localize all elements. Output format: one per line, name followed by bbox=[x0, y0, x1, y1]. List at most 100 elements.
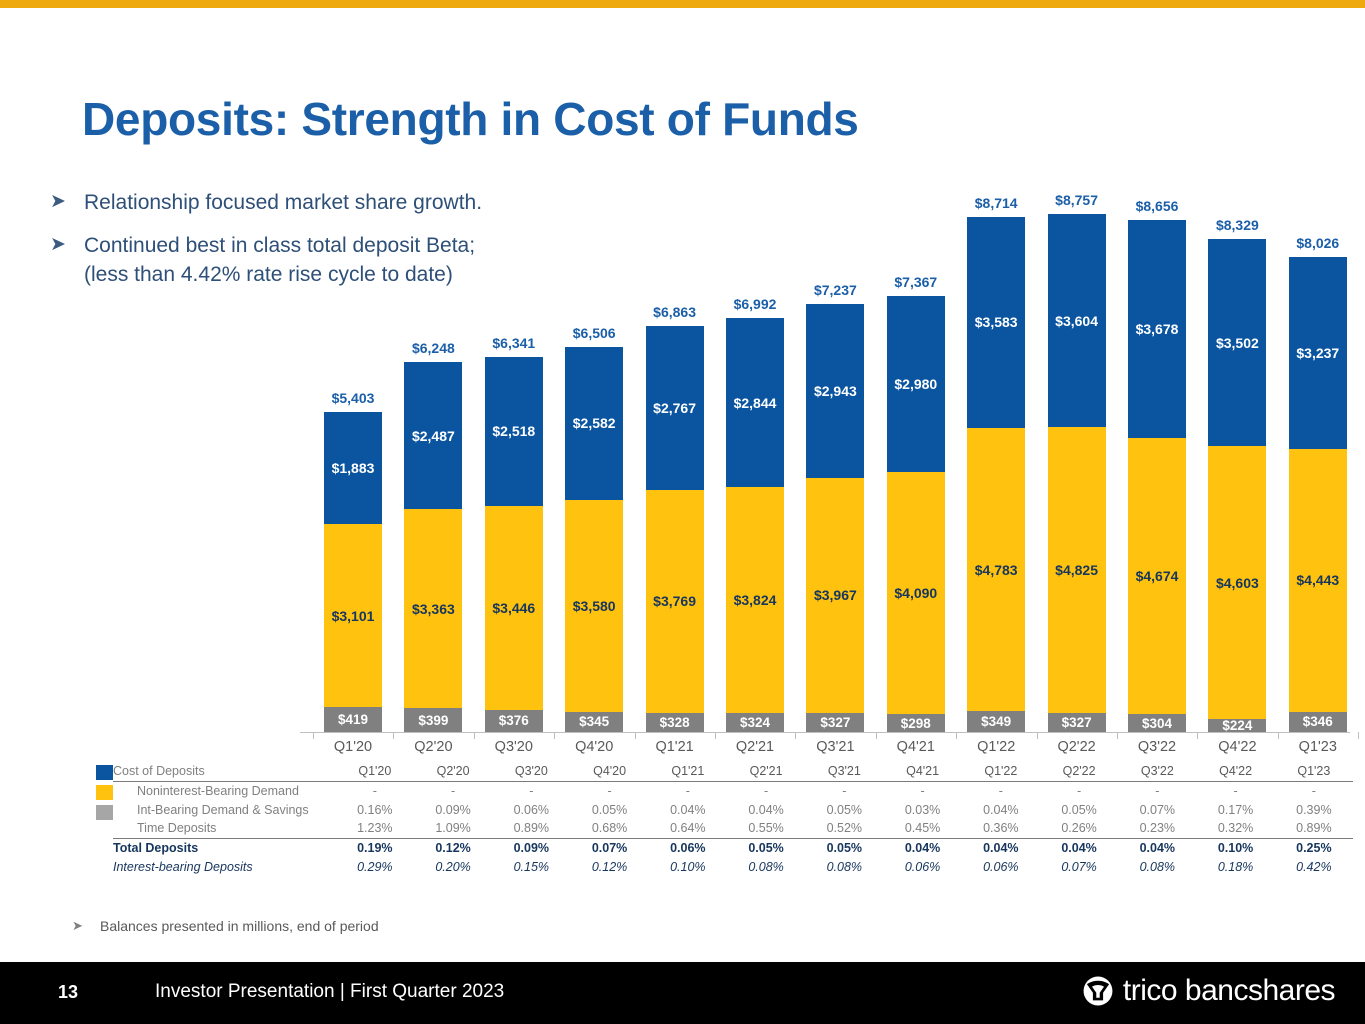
x-axis-tick bbox=[875, 732, 877, 739]
table-cell: 0.64% bbox=[670, 821, 706, 836]
table-cell: 0.39% bbox=[1296, 802, 1332, 817]
bullet-item-1: ➤ Relationship focused market share grow… bbox=[50, 188, 670, 217]
table-cell: 0.55% bbox=[748, 821, 784, 836]
bar-segment-int-bearing-demand-savings: $3,101 bbox=[324, 523, 382, 708]
table-column-header: Q2'21 bbox=[749, 764, 783, 779]
table-cell: 0.17% bbox=[1217, 802, 1254, 817]
table-row: Time Deposits 1.23% 1.09% 0.89% 0.68% 0.64% 0.… bbox=[113, 819, 1353, 838]
bar-total-label: $8,329 bbox=[1215, 217, 1259, 234]
table-column-header: Q1'22 bbox=[984, 764, 1018, 779]
bar-segment-time-deposits: $345 bbox=[565, 711, 624, 732]
table-column-header: Q1'23 bbox=[1297, 764, 1331, 779]
bar-segment-noninterest-bearing-demand: $2,487 bbox=[404, 362, 463, 510]
x-axis-label: Q2'21 bbox=[735, 739, 775, 755]
bar-segment-noninterest-bearing-demand: $2,518 bbox=[484, 357, 543, 506]
table-cell: 0.05% bbox=[1061, 802, 1097, 817]
x-axis-label: Q2'20 bbox=[414, 739, 453, 755]
table-cell: 0.06% bbox=[904, 859, 941, 874]
bar-segment-time-deposits: $304 bbox=[1128, 714, 1186, 732]
bar-segment-time-deposits: $419 bbox=[324, 707, 382, 732]
table-cell: - bbox=[492, 780, 571, 800]
table-column-header: Q1'20 bbox=[358, 764, 392, 779]
bar-segment-int-bearing-demand-savings: $3,824 bbox=[726, 486, 784, 713]
table-column-header: Q4'20 bbox=[593, 764, 627, 779]
x-axis-label: Q3'22 bbox=[1137, 739, 1177, 755]
table-column-header: Q3'20 bbox=[514, 764, 548, 779]
bar-segment-noninterest-bearing-demand: $3,583 bbox=[967, 216, 1026, 429]
table-total-row: Total Deposits 0.19% 0.12% 0.09% 0.07% 0.06% 0… bbox=[113, 837, 1353, 857]
x-axis-tick bbox=[1117, 732, 1118, 739]
table-cell: 0.42% bbox=[1296, 859, 1332, 874]
legend-swatch-noninterest-bearing-demand bbox=[96, 765, 113, 780]
table-cell: 0.06% bbox=[983, 859, 1019, 874]
brand-logo-text: trico bancshares bbox=[1122, 974, 1336, 1007]
table-cell: 0.06% bbox=[648, 837, 727, 857]
bar-segment-int-bearing-demand-savings: $4,783 bbox=[967, 428, 1026, 712]
bar-total-label: $8,656 bbox=[1135, 197, 1179, 214]
bar-segment-noninterest-bearing-demand: $2,980 bbox=[886, 296, 945, 473]
bar-total-label: $6,506 bbox=[572, 325, 616, 342]
legend-swatch-int-bearing-demand-savings bbox=[96, 785, 113, 800]
brand-logo: trico bancshares bbox=[1081, 974, 1336, 1008]
x-axis-label: Q1'20 bbox=[333, 739, 373, 755]
bar-segment-time-deposits: $349 bbox=[967, 711, 1026, 732]
bar-segment-noninterest-bearing-demand: $3,678 bbox=[1128, 220, 1186, 438]
bullet-text-1: Relationship focused market share growth… bbox=[84, 191, 483, 214]
table-cell: 0.08% bbox=[1139, 859, 1176, 874]
table-cell: - bbox=[1039, 780, 1119, 800]
table-cell: 0.08% bbox=[748, 859, 784, 874]
x-axis-label: Q1'22 bbox=[977, 739, 1016, 755]
table-cell: 0.32% bbox=[1217, 821, 1254, 836]
x-axis-tick bbox=[956, 732, 958, 739]
x-axis-tick bbox=[1358, 732, 1360, 739]
table-cell: - bbox=[961, 780, 1040, 800]
table-cell: 0.05% bbox=[805, 837, 884, 857]
table-cell: 0.25% bbox=[1274, 837, 1353, 857]
bar-segment-int-bearing-demand-savings: $3,580 bbox=[565, 499, 624, 712]
table-cell: 0.26% bbox=[1061, 821, 1097, 836]
table-cell: 0.04% bbox=[1039, 837, 1119, 857]
table-cell: 0.03% bbox=[904, 802, 941, 817]
bar-column: $8,714 $3,583 $4,783 $349 bbox=[967, 195, 1026, 732]
table-row: Noninterest-Bearing Demand - - - - - - - - - - - - - bbox=[113, 780, 1353, 800]
bar-column: $7,237 $2,943 $3,967 $327 bbox=[806, 282, 865, 732]
x-axis-tick bbox=[1036, 732, 1038, 739]
table-cell: - bbox=[648, 780, 727, 800]
bar-segment-noninterest-bearing-demand: $2,582 bbox=[565, 347, 624, 500]
bar-segment-noninterest-bearing-demand: $3,502 bbox=[1208, 239, 1267, 447]
footnote-text: Balances presented in millions, end of p… bbox=[100, 918, 379, 934]
bar-segment-time-deposits: $327 bbox=[806, 712, 865, 732]
bar-total-label: $6,992 bbox=[733, 296, 777, 313]
bar-column: $8,026 $3,237 $4,443 $346 bbox=[1288, 235, 1347, 732]
bar-segment-int-bearing-demand-savings: $4,825 bbox=[1047, 427, 1106, 713]
stacked-bar-chart: $5,403 $1,883 $3,101 $419 $6,248 $2,487 $3,363… bbox=[300, 170, 1360, 732]
footer-text: Investor Presentation | First Quarter 20… bbox=[155, 981, 505, 1002]
bar-total-label: $8,757 bbox=[1055, 192, 1098, 209]
bar-column: $5,403 $1,883 $3,101 $419 bbox=[324, 390, 382, 732]
table-cell: 0.04% bbox=[883, 837, 962, 857]
bar-column: $8,329 $3,502 $4,603 $224 bbox=[1208, 217, 1267, 732]
table-cell: 0.06% bbox=[513, 802, 550, 817]
table-cell: 0.89% bbox=[513, 821, 550, 836]
bar-segment-int-bearing-demand-savings: $4,674 bbox=[1128, 437, 1186, 715]
table-column-header: Q3'22 bbox=[1140, 764, 1174, 779]
x-axis-tick bbox=[1197, 732, 1199, 739]
x-axis-label: Q1'21 bbox=[655, 739, 694, 755]
bar-segment-int-bearing-demand-savings: $3,446 bbox=[484, 505, 543, 710]
bar-column: $7,367 $2,980 $4,090 $298 bbox=[886, 274, 945, 732]
bar-total-label: $7,237 bbox=[813, 281, 857, 298]
table-cell: 0.05% bbox=[826, 802, 863, 817]
bar-segment-noninterest-bearing-demand: $2,767 bbox=[645, 326, 704, 490]
footnote: ➤ Balances presented in millions, end of… bbox=[72, 918, 379, 934]
table-row-label: Total Deposits bbox=[113, 837, 336, 857]
bar-column: $6,341 $2,518 $3,446 $376 bbox=[484, 335, 543, 732]
bar-segment-int-bearing-demand-savings: $4,603 bbox=[1208, 446, 1267, 719]
page-title: Deposits: Strength in Cost of Funds bbox=[82, 93, 859, 145]
cost-of-deposits-table: Cost of Deposits Q1'20 Q2'20 Q3'20 Q4'20 Q1'2… bbox=[113, 762, 1353, 876]
x-axis-line bbox=[300, 732, 1350, 733]
table-cell: 0.07% bbox=[1061, 859, 1097, 874]
bar-column: $8,757 $3,604 $4,825 $327 bbox=[1047, 192, 1106, 732]
table-header-row: Cost of Deposits Q1'20 Q2'20 Q3'20 Q4'20 Q1'2… bbox=[113, 762, 1353, 781]
table-row: Int-Bearing Demand & Savings 0.16% 0.09% 0.… bbox=[113, 800, 1353, 819]
table-cell: 0.10% bbox=[670, 859, 706, 874]
